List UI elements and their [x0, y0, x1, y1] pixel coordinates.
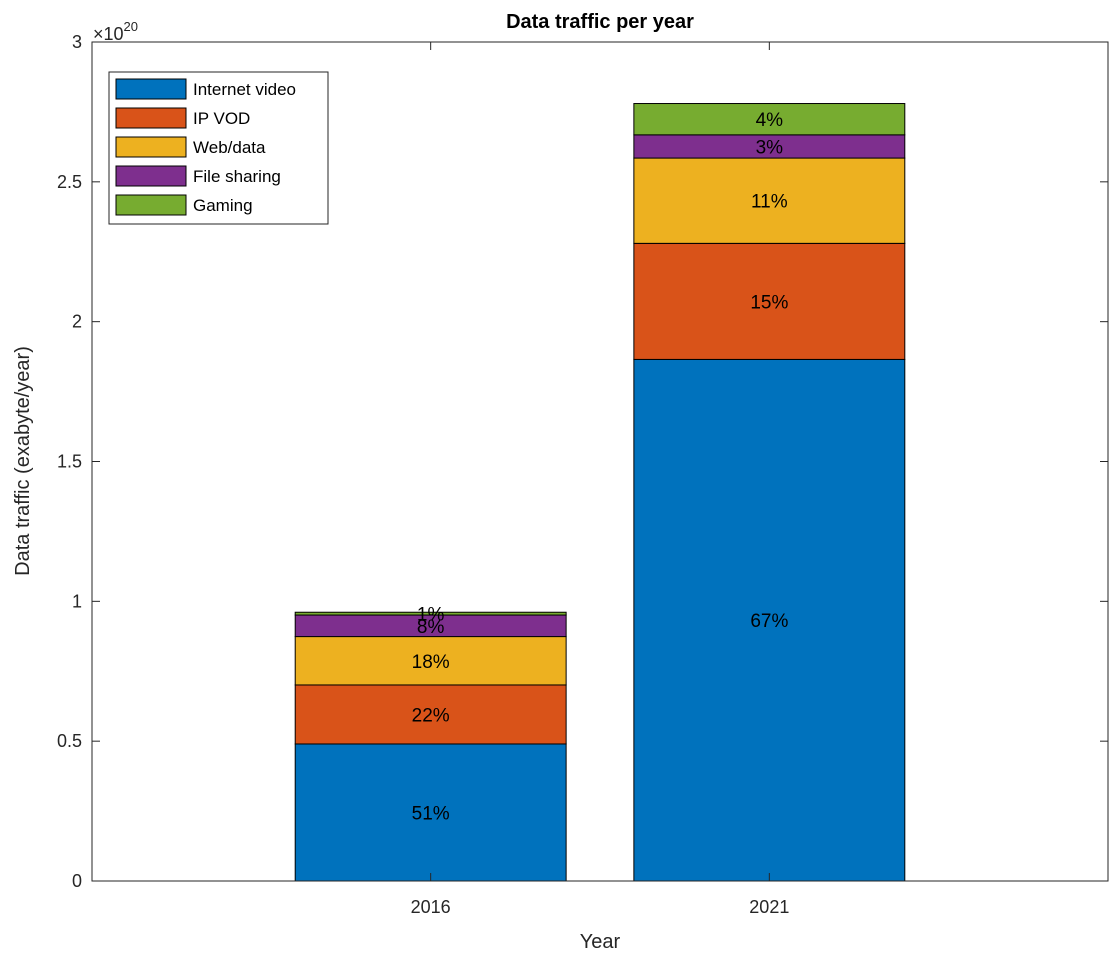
- y-exponent-power: 20: [124, 19, 138, 34]
- x-tick-label: 2021: [749, 897, 789, 917]
- legend-swatch-2: [115, 136, 187, 158]
- legend: Internet video IP VOD Web/data File sharing…: [108, 71, 329, 225]
- y-exponent-base: ×10: [93, 24, 124, 44]
- legend-label-4: Gaming: [193, 196, 253, 215]
- y-tick-label: 2: [72, 312, 82, 332]
- chart-title: Data traffic per year: [506, 11, 694, 33]
- x-axis-ticks: 2016 2021: [411, 42, 789, 917]
- bar-segment-2021-2: [633, 157, 906, 244]
- y-tick-label: 0.5: [57, 731, 82, 751]
- bar-segment-2021-1: [633, 242, 906, 360]
- legend-swatch-3: [115, 165, 187, 187]
- y-axis-ticks: 0 0.5 1 1.5 2 2.5 3: [57, 32, 1108, 891]
- y-exponent-label: ×1020: [93, 19, 138, 44]
- bar-segment-2021-4: [633, 103, 906, 136]
- legend-swatch-4: [115, 194, 187, 216]
- y-axis-label: Data traffic (exabyte/year): [12, 346, 34, 576]
- segment-label-2016-4: 1%: [417, 605, 445, 626]
- y-tick-label: 1: [72, 591, 82, 611]
- segment-label-2016-2: 18%: [412, 652, 450, 673]
- bars-layer: [294, 103, 906, 882]
- y-tick-label: 1.5: [57, 452, 82, 472]
- y-tick-label: 2.5: [57, 172, 82, 192]
- segment-labels-layer: 51% 22% 18% 8%1% 67% 15% 11% 3% 4%: [412, 110, 789, 824]
- segment-label-2021-1: 15%: [750, 292, 788, 313]
- legend-label-2: Web/data: [193, 138, 266, 157]
- bar-segment-2021-0: [633, 358, 906, 882]
- legend-label-0: Internet video: [193, 80, 296, 99]
- segment-label-2016-1: 22%: [412, 705, 450, 726]
- segment-label-2021-2: 11%: [751, 192, 788, 213]
- segment-label-2016-3: 8%: [417, 617, 445, 638]
- x-axis-label: Year: [580, 931, 621, 953]
- segment-label-2021-3: 3%: [756, 137, 784, 158]
- x-tick-label: 2016: [411, 897, 451, 917]
- legend-label-1: IP VOD: [193, 109, 250, 128]
- bar-segment-2016-0: [294, 743, 567, 882]
- y-tick-label: 3: [72, 32, 82, 52]
- bar-segment-2016-4: [294, 611, 567, 616]
- segment-label-2016-0: 51%: [412, 803, 450, 824]
- bar-segment-2016-1: [294, 684, 567, 745]
- segment-label-2021-0: 67%: [750, 611, 788, 632]
- legend-swatch-0: [115, 78, 187, 100]
- segment-label-2021-4: 4%: [756, 110, 784, 131]
- legend-label-3: File sharing: [193, 167, 281, 186]
- svg-text:×1020: ×1020: [93, 19, 138, 44]
- y-tick-label: 0: [72, 871, 82, 891]
- legend-swatch-1: [115, 107, 187, 129]
